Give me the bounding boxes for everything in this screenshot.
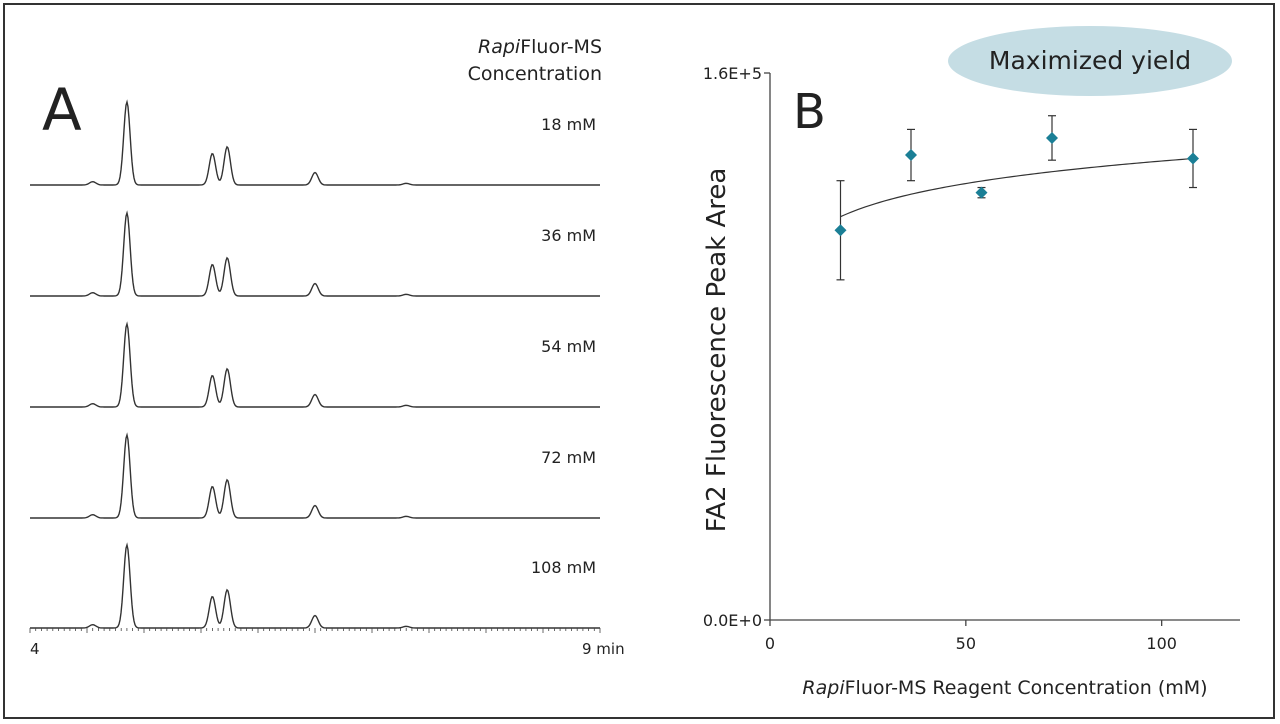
panel-b-x-axis-label-italic: Rapi (802, 677, 845, 699)
data-point (905, 149, 917, 162)
panel-a-x-end-label: 9 min (582, 640, 625, 658)
panel-b-letter: B (793, 84, 826, 140)
maximized-yield-label: Maximized yield (989, 46, 1191, 75)
data-point (1187, 152, 1199, 165)
panel-a-legend-title: RapiFluor-MS (478, 36, 602, 58)
figure-border (3, 3, 1275, 719)
panel-a-x-start-label: 4 (30, 640, 40, 658)
y-tick-label: 1.6E+5 (703, 64, 762, 83)
panel-b-x-axis-label-rest: Fluor-MS Reagent Concentration (mM) (845, 677, 1208, 699)
data-point (975, 186, 988, 199)
panel-a-chromatograms: 18 mM 36 mM 54 mM 72 mM 108 mM (29, 99, 601, 633)
trace-label: 18 mM (541, 115, 596, 134)
panel-a-letter: A (42, 76, 82, 144)
chromatogram-trace (30, 99, 600, 186)
chromatogram-trace (30, 542, 600, 629)
x-tick-label: 100 (1146, 634, 1177, 653)
maximized-yield-badge (948, 26, 1232, 96)
x-tick-label: 0 (765, 634, 775, 653)
panel-a-legend-title-rest: Fluor-MS (520, 36, 602, 58)
panel-b-y-axis-label: FA2 Fluorescence Peak Area (702, 168, 732, 533)
data-point (834, 224, 847, 237)
trendline (840, 157, 1194, 218)
panel-a-legend-title-italic: Rapi (478, 36, 521, 58)
y-tick-label: 0.0E+0 (703, 611, 762, 630)
x-tick-label: 50 (956, 634, 976, 653)
chromatogram-trace (30, 432, 600, 519)
trace-label: 72 mM (541, 448, 596, 467)
trace-label: 54 mM (541, 337, 596, 356)
panel-a-legend-title-line2: Concentration (468, 63, 602, 85)
chromatogram-trace (30, 210, 600, 297)
trace-label: 108 mM (531, 558, 596, 577)
trace-label: 36 mM (541, 226, 596, 245)
chromatogram-trace (30, 321, 600, 408)
data-point (1046, 131, 1058, 144)
panel-b-scatter: 0.0E+0 1.6E+5 0 50 100 (703, 64, 1240, 653)
panel-b-x-axis-label: RapiFluor-MS Reagent Concentration (mM) (802, 677, 1207, 699)
